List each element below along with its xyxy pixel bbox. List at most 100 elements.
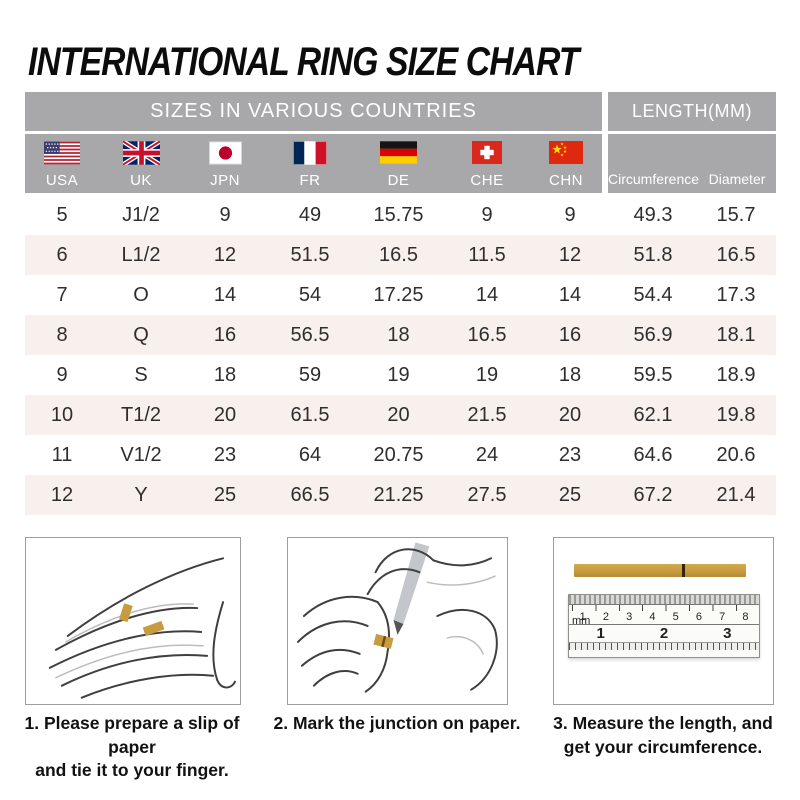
table-cell: 56.9: [633, 323, 673, 346]
ring-size-table-body: 5 J1/2 9 49 15.75 9 9 49.3 15.7 6 L1/2 12 51.5 16.5 11…: [25, 195, 776, 515]
table-cell: 54: [298, 283, 322, 306]
step3-illustration-box: mm 1 2 3 4 5 6 7 8 1 2 3: [553, 537, 774, 705]
table-cell: 12: [50, 483, 74, 506]
table-cell: 18: [387, 323, 410, 346]
table-cell: 9: [564, 203, 576, 226]
table-cell: 51.5: [290, 243, 330, 266]
ruler-inch-ticks: [569, 642, 759, 650]
table-cell: 23: [213, 443, 237, 466]
diameter-column-header: Diameter: [708, 171, 766, 187]
table-row: 5 J1/2 9 49 15.75 9 9 49.3 15.7: [25, 195, 776, 235]
table-row: 7 O 14 54 17.25 14 14 54.4 17.3: [25, 275, 776, 315]
ruler-inch-scale: 1 2 3: [569, 624, 759, 642]
column-header-de: DE: [353, 134, 444, 193]
step1-caption: 1. Please prepare a slip of paper and ti…: [24, 713, 240, 781]
table-cell: 19: [475, 363, 499, 386]
column-header-fr: FR: [267, 134, 353, 193]
table-cell: 19: [387, 363, 410, 386]
table-cell: 16.5: [467, 323, 507, 346]
table-cell: 24: [475, 443, 499, 466]
table-cell: 21.25: [373, 483, 424, 506]
table-cell: 7: [56, 283, 68, 306]
table-cell: 25: [213, 483, 237, 506]
table-cell: 66.5: [290, 483, 330, 506]
step2-caption: 2. Mark the junction on paper.: [273, 713, 521, 733]
ruler-cm-scale: mm 1 2 3 4 5 6 7 8: [572, 611, 749, 627]
group-header-row: SIZES IN VARIOUS COUNTRIES LENGTH(MM): [25, 92, 776, 131]
ruler-unit-label: mm: [572, 615, 591, 627]
table-cell: 54.4: [633, 283, 673, 306]
table-cell: 20: [213, 403, 237, 426]
table-cell: 18.9: [716, 363, 756, 386]
table-cell: 14: [558, 283, 582, 306]
table-cell: 11: [51, 443, 73, 466]
table-row: 9 S 18 59 19 19 18 59.5 18.9: [25, 355, 776, 395]
ruler-serrated-edge: [569, 595, 759, 605]
table-cell: 14: [213, 283, 237, 306]
table-row: 6 L1/2 12 51.5 16.5 11.5 12 51.8 16.5: [25, 235, 776, 275]
table-cell: S: [134, 363, 148, 386]
column-header-chn: CHN: [530, 134, 602, 193]
table-cell: 17.25: [373, 283, 424, 306]
table-cell: 67.2: [633, 483, 673, 506]
switzerland-flag: [472, 141, 502, 165]
uk-flag: [122, 141, 160, 165]
table-cell: 21.4: [716, 483, 756, 506]
step3-caption: 3. Measure the length, and get your circ…: [553, 713, 773, 757]
column-header-row: USA UK: [25, 134, 776, 193]
france-flag: [293, 141, 327, 165]
table-cell: 17.3: [716, 283, 756, 306]
column-label-de: DE: [387, 172, 410, 189]
mark-junction-illustration: [296, 542, 498, 693]
table-cell: 9: [219, 203, 231, 226]
table-cell: O: [133, 283, 149, 306]
table-cell: 18.1: [716, 323, 756, 346]
table-cell: 20: [558, 403, 582, 426]
table-cell: 56.5: [290, 323, 330, 346]
table-cell: 61.5: [290, 403, 330, 426]
country-columns-header: USA UK: [25, 134, 602, 193]
table-cell: 49.3: [633, 203, 673, 226]
china-flag: [549, 141, 583, 165]
table-cell: 15.7: [716, 203, 756, 226]
table-cell: 14: [475, 283, 499, 306]
table-cell: 12: [213, 243, 237, 266]
step2-illustration-box: [287, 537, 508, 705]
table-cell: 18: [558, 363, 582, 386]
circumference-column-header: Circumference: [608, 171, 700, 187]
column-header-uk: UK: [99, 134, 183, 193]
step1-illustration-box: [25, 537, 241, 705]
column-label-usa: USA: [45, 172, 79, 189]
table-cell: 25: [558, 483, 582, 506]
table-cell: 16.5: [716, 243, 756, 266]
table-cell: J1/2: [122, 203, 160, 226]
ruler-cm-ticks: [572, 605, 756, 611]
table-cell: 12: [558, 243, 582, 266]
table-cell: 19.8: [716, 403, 756, 426]
table-row: 12 Y 25 66.5 21.25 27.5 25 67.2 21.4: [25, 475, 776, 515]
table-cell: 16.5: [379, 243, 418, 266]
table-cell: 64: [298, 443, 322, 466]
table-cell: 21.5: [467, 403, 507, 426]
column-label-che: CHE: [470, 172, 504, 189]
table-cell: 9: [481, 203, 493, 226]
column-label-jpn: JPN: [210, 172, 240, 189]
japan-flag: [208, 141, 242, 165]
table-cell: 8: [56, 323, 68, 346]
table-cell: Y: [134, 483, 148, 506]
column-header-usa: USA: [25, 134, 99, 193]
table-cell: 51.8: [633, 243, 673, 266]
table-cell: 20.6: [716, 443, 756, 466]
table-cell: T1/2: [120, 403, 162, 426]
table-cell: 59.5: [633, 363, 673, 386]
table-cell: 20.75: [373, 443, 424, 466]
table-cell: Q: [133, 323, 149, 346]
countries-group-header: SIZES IN VARIOUS COUNTRIES: [25, 92, 602, 131]
strip-mark: [682, 564, 686, 577]
germany-flag: [380, 141, 417, 165]
column-header-jpn: JPN: [183, 134, 267, 193]
table-cell: 62.1: [633, 403, 673, 426]
length-columns-header: Circumference Diameter: [608, 134, 776, 193]
table-row: 8 Q 16 56.5 18 16.5 16 56.9 18.1: [25, 315, 776, 355]
table-cell: 6: [56, 243, 68, 266]
